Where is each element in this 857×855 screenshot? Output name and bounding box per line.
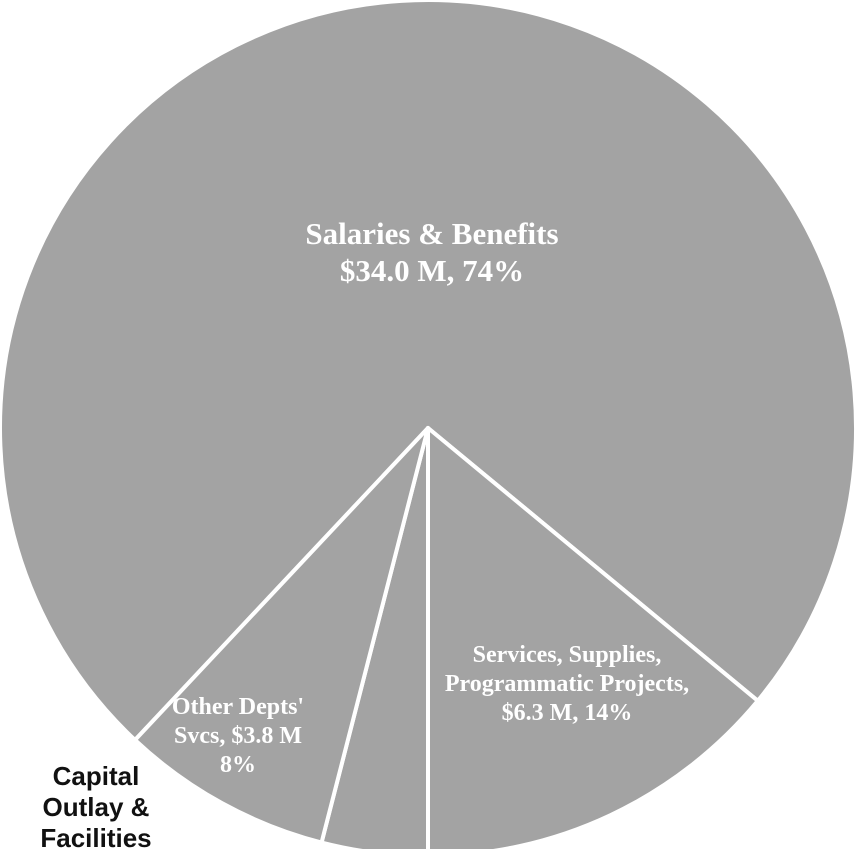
pie-slice [426, 426, 760, 849]
slice-label: Other Depts' Svcs, $3.8 M 8% [156, 693, 321, 779]
category-label: Salaries & Benefits [305, 215, 559, 251]
pie-slice [133, 426, 430, 845]
slice-label: Services, Supplies, Programmatic Project… [425, 641, 710, 727]
category-label: Other Depts' Svcs, [171, 693, 305, 749]
slice-label: Salaries & Benefits $34.0 M, 74% [232, 215, 632, 289]
category-label: Capital Outlay & Facilities [40, 761, 152, 854]
value-label: $3.8 M 8% [220, 722, 302, 778]
category-label: Services, Supplies, Programmatic Project… [444, 641, 690, 697]
pie-slice [0, 0, 857, 742]
value-label: $6.3 M, 14% [501, 699, 633, 726]
value-label: $34.0 M, 74% [339, 253, 525, 288]
slice-label: Capital Outlay & Facilities [21, 761, 171, 855]
